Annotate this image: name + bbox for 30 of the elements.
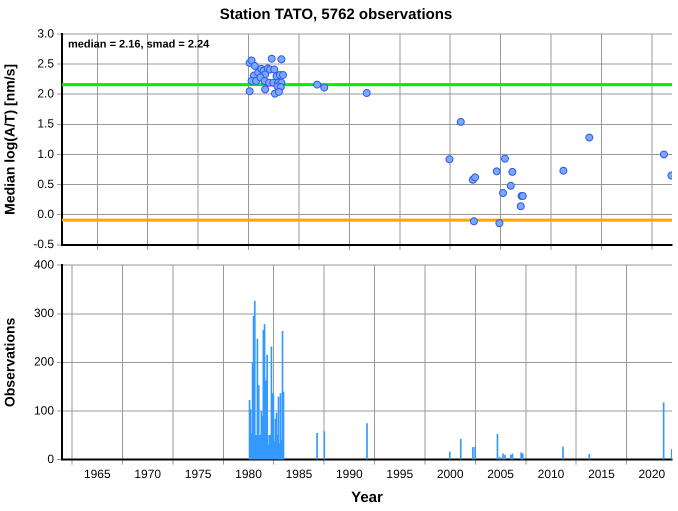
x-tick-label: 1980	[235, 467, 262, 482]
x-tick-label: 2015	[588, 467, 616, 482]
y-tick-label: 0	[47, 452, 54, 466]
chart-title: Station TATO, 5762 observations	[220, 6, 452, 24]
x-tick-label: 1975	[184, 467, 212, 482]
x-tick-label: 1970	[134, 467, 162, 482]
y-tick-label: 3.0	[37, 26, 54, 40]
y-tick-label: 2.0	[37, 86, 54, 101]
y-tick-label: 300	[34, 306, 54, 320]
y-tick-label: 200	[34, 354, 54, 369]
y-tick-label: 0.0	[37, 207, 54, 221]
x-tick-label: 1995	[386, 467, 414, 482]
y-tick-label: 400	[34, 258, 54, 272]
y-tick-label: 1.0	[37, 146, 54, 161]
x-tick-label: 2000	[436, 467, 464, 482]
y-axis-title: Median log(A/T) [nm/s]	[1, 64, 18, 215]
x-axis-title: Year	[351, 489, 384, 506]
x-tick-label: 1985	[286, 467, 313, 482]
y-tick-label: 0.5	[37, 176, 54, 191]
y-tick-label: 100	[34, 403, 54, 418]
x-tick-label: 2010	[538, 467, 565, 482]
x-tick-label: 1990	[336, 467, 364, 482]
annotation: median = 2.16, smad = 2.24	[68, 38, 210, 51]
y-tick-label: 2.5	[37, 56, 54, 70]
x-tick-label: 1965	[84, 467, 111, 482]
x-tick-label: 2020	[638, 467, 666, 482]
x-tick-label: 2005	[487, 467, 514, 482]
y-tick-label: -0.5	[33, 237, 54, 252]
y-axis-title: Observations	[1, 317, 18, 408]
y-tick-label: 1.5	[37, 116, 54, 131]
